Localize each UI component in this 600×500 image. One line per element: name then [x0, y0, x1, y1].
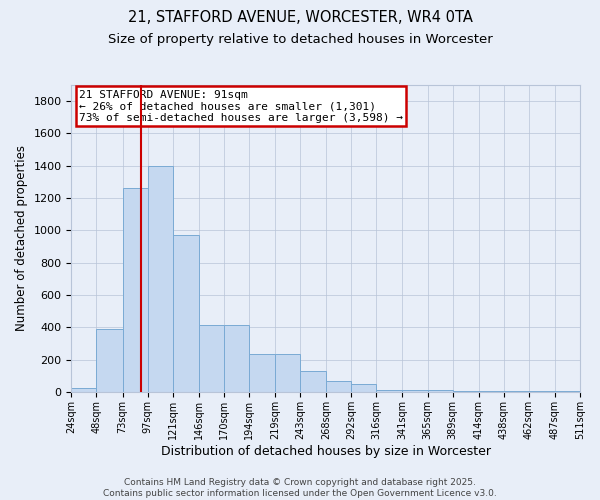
Bar [555, 391, 580, 392]
Bar [504, 391, 529, 392]
Text: 21, STAFFORD AVENUE, WORCESTER, WR4 0TA: 21, STAFFORD AVENUE, WORCESTER, WR4 0TA [128, 10, 472, 25]
Bar [452, 391, 479, 392]
Bar [428, 390, 452, 392]
Bar [529, 391, 555, 392]
Bar [275, 354, 300, 392]
Y-axis label: Number of detached properties: Number of detached properties [15, 146, 28, 332]
Bar [351, 384, 376, 392]
Text: 21 STAFFORD AVENUE: 91sqm
← 26% of detached houses are smaller (1,301)
73% of se: 21 STAFFORD AVENUE: 91sqm ← 26% of detac… [79, 90, 403, 123]
Text: Size of property relative to detached houses in Worcester: Size of property relative to detached ho… [107, 32, 493, 46]
Bar [403, 390, 428, 392]
Bar [173, 235, 199, 392]
Bar [249, 354, 275, 392]
Bar [300, 371, 326, 392]
Bar [122, 188, 148, 392]
Bar [97, 329, 122, 392]
Bar [224, 325, 249, 392]
Bar [479, 391, 504, 392]
Text: Contains HM Land Registry data © Crown copyright and database right 2025.
Contai: Contains HM Land Registry data © Crown c… [103, 478, 497, 498]
Bar [326, 382, 351, 392]
Bar [148, 166, 173, 392]
Bar [199, 325, 224, 392]
X-axis label: Distribution of detached houses by size in Worcester: Distribution of detached houses by size … [161, 444, 491, 458]
Bar [376, 390, 403, 392]
Bar [71, 388, 97, 392]
